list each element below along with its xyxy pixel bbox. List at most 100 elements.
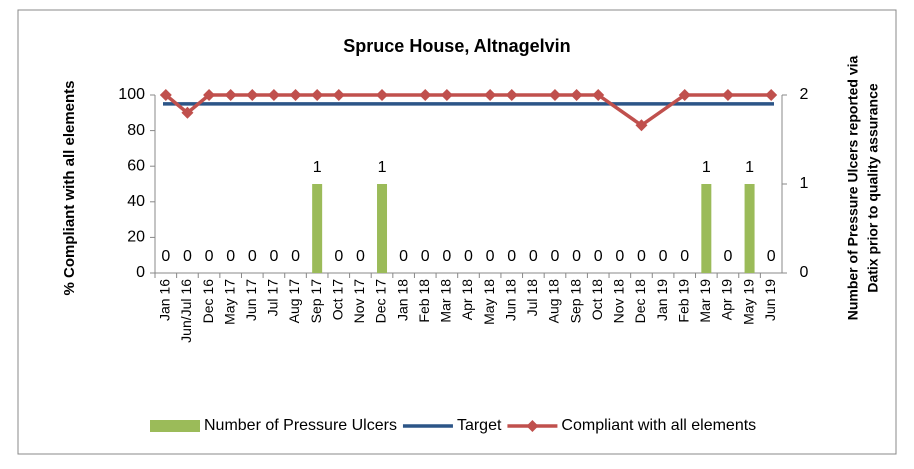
x-tick-label: Jul 18 — [524, 279, 540, 317]
marker — [765, 89, 778, 101]
marker — [570, 89, 583, 101]
marker — [678, 89, 691, 101]
x-tick-label: Jan 18 — [394, 279, 410, 321]
legend-label: Target — [457, 417, 502, 434]
x-tick-label: Dec 17 — [373, 279, 389, 324]
y-tick-label: 0 — [136, 264, 145, 281]
x-tick-label: Jun 18 — [502, 279, 518, 321]
x-tick-label: Jun/Jul 16 — [178, 279, 194, 343]
y-tick-label: 100 — [118, 86, 145, 103]
x-tick-label: Oct 18 — [589, 279, 605, 320]
x-tick-label: Mar 18 — [438, 279, 454, 323]
x-tick-label: Apr 18 — [459, 279, 475, 320]
bar — [377, 184, 388, 273]
y-tick-label: 80 — [127, 122, 145, 139]
chart-frame — [17, 9, 897, 455]
bar-value-label: 1 — [313, 159, 322, 176]
x-tick-label: Jun 19 — [762, 279, 778, 321]
bar-value-label: 0 — [269, 248, 278, 265]
legend-label: Compliant with all elements — [561, 417, 756, 434]
bar-value-label: 1 — [745, 159, 754, 176]
marker — [289, 89, 302, 101]
marker — [267, 89, 280, 101]
y-tick-label: 40 — [127, 193, 145, 210]
bar-value-label: 0 — [615, 248, 624, 265]
bar-value-label: 0 — [486, 248, 495, 265]
bar-value-label: 0 — [659, 248, 668, 265]
bar-value-label: 0 — [767, 248, 776, 265]
bar-value-label: 0 — [205, 248, 214, 265]
marker — [484, 89, 497, 101]
y-axis-title: % Compliant with all elements — [61, 80, 78, 295]
x-tick-label: Mar 19 — [697, 279, 713, 323]
bar-value-label: 1 — [702, 159, 711, 176]
marker — [505, 89, 518, 101]
x-tick-label: Dec 16 — [200, 279, 216, 324]
x-tick-label: Jan 16 — [157, 279, 173, 321]
marker — [332, 89, 345, 101]
bar-value-label: 0 — [572, 248, 581, 265]
bar-value-label: 0 — [551, 248, 560, 265]
bar-value-label: 0 — [507, 248, 516, 265]
bar-value-label: 0 — [723, 248, 732, 265]
x-tick-label: Jun 17 — [243, 279, 259, 321]
x-tick-label: Feb 18 — [416, 279, 432, 323]
x-tick-label: Aug 17 — [286, 279, 302, 324]
marker — [635, 119, 648, 132]
marker — [592, 89, 605, 101]
y2-axis-title: Number of Pressure Ulcers reported via — [845, 56, 861, 321]
bar-value-label: 0 — [356, 248, 365, 265]
bar-value-label: 0 — [464, 248, 473, 265]
bar-value-label: 0 — [421, 248, 430, 265]
x-tick-label: Oct 17 — [329, 279, 345, 320]
x-tick-label: May 17 — [221, 279, 237, 325]
marker — [181, 106, 194, 119]
chart-title: Spruce House, Altnagelvin — [343, 36, 570, 56]
bar-value-label: 0 — [226, 248, 235, 265]
marker — [376, 89, 389, 101]
marker — [419, 89, 432, 101]
bar-value-label: 0 — [637, 248, 646, 265]
y-tick-label: 20 — [127, 229, 145, 246]
marker — [548, 89, 561, 101]
bar-value-label: 0 — [399, 248, 408, 265]
legend-marker — [526, 420, 539, 432]
x-tick-label: Feb 19 — [675, 279, 691, 323]
marker — [203, 89, 216, 101]
y2-axis-title: Datix prior to quality assurance — [865, 83, 881, 292]
x-tick-label: Dec 18 — [632, 279, 648, 324]
bar — [312, 184, 323, 273]
bar-value-label: 1 — [378, 159, 387, 176]
bar-value-label: 0 — [594, 248, 603, 265]
marker — [224, 89, 237, 101]
bar-value-label: 0 — [161, 248, 170, 265]
x-tick-label: Nov 18 — [611, 279, 627, 324]
x-tick-label: Sep 18 — [567, 279, 583, 324]
marker — [159, 89, 172, 101]
bar-value-label: 0 — [291, 248, 300, 265]
y2-tick-label: 1 — [800, 175, 809, 192]
x-tick-label: May 19 — [740, 279, 756, 325]
x-tick-label: May 18 — [481, 279, 497, 325]
x-tick-label: Sep 17 — [308, 279, 324, 324]
x-tick-label: Jul 17 — [265, 279, 281, 317]
x-tick-label: Aug 18 — [546, 279, 562, 324]
bar-value-label: 0 — [529, 248, 538, 265]
bar-value-label: 0 — [248, 248, 257, 265]
x-tick-label: Nov 17 — [351, 279, 367, 324]
bar — [701, 184, 712, 273]
bar-value-label: 0 — [334, 248, 343, 265]
marker — [246, 89, 259, 101]
marker — [721, 89, 734, 101]
bar-value-label: 0 — [183, 248, 192, 265]
x-tick-label: Jan 19 — [654, 279, 670, 321]
y-tick-label: 60 — [127, 157, 145, 174]
bar-value-label: 0 — [442, 248, 451, 265]
x-tick-label: Apr 19 — [719, 279, 735, 320]
legend-label: Number of Pressure Ulcers — [204, 417, 397, 434]
y2-tick-label: 0 — [800, 264, 809, 281]
y2-tick-label: 2 — [800, 86, 809, 103]
bar-value-label: 0 — [680, 248, 689, 265]
marker — [440, 89, 453, 101]
legend-swatch — [150, 420, 200, 432]
